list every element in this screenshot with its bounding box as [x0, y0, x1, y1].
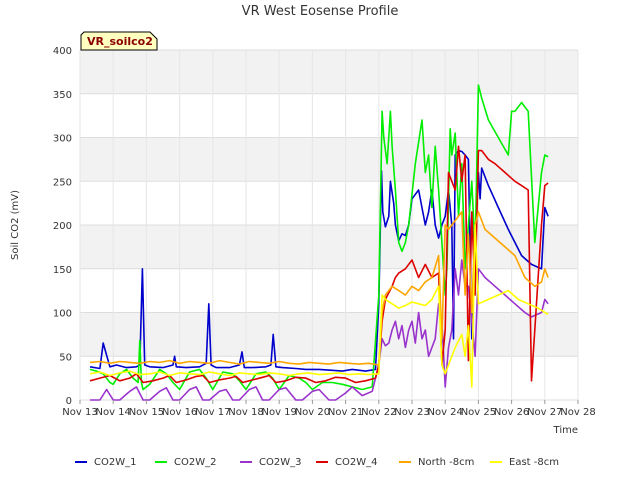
- y-tick-label: 200: [53, 221, 72, 232]
- legend-label: North -8cm: [418, 457, 474, 468]
- y-tick-label: 50: [59, 352, 72, 363]
- legend-label: CO2W_3: [259, 457, 301, 468]
- x-tick-label: Nov 24: [427, 407, 462, 418]
- x-tick-label: Nov 14: [95, 407, 130, 418]
- series-layer: [89, 84, 549, 401]
- plot-band: [80, 137, 578, 182]
- x-axis-label: Time: [553, 425, 578, 436]
- y-tick-label: 400: [53, 46, 72, 57]
- series-line-co2w-4: [89, 145, 549, 384]
- x-tick-label: Nov 20: [295, 407, 330, 418]
- plot-band: [80, 312, 578, 357]
- y-axis-ticks: 0 50 100 150 200 250 300 350 400: [53, 46, 72, 407]
- x-tick-label: Nov 16: [162, 407, 197, 418]
- y-tick-label: 350: [53, 90, 72, 101]
- plot-band: [80, 50, 578, 94]
- chart-title: VR West Eosense Profile: [242, 4, 399, 19]
- grid-lines: [79, 49, 579, 401]
- x-tick-label: Nov 19: [261, 407, 296, 418]
- legend-label: CO2W_2: [174, 457, 216, 468]
- y-axis-label: Soil CO2 (mV): [10, 190, 21, 260]
- data-tag: VR_soilco2: [80, 31, 158, 51]
- y-tick-label: 250: [53, 177, 72, 188]
- x-tick-label: Nov 21: [328, 407, 363, 418]
- x-tick-label: Nov 18: [228, 407, 263, 418]
- x-tick-label: Nov 15: [129, 407, 164, 418]
- series-line-east-8cm: [89, 224, 549, 388]
- y-tick-label: 0: [66, 396, 72, 407]
- x-tick-label: Nov 28: [560, 407, 595, 418]
- y-tick-label: 100: [53, 309, 72, 320]
- y-tick-label: 300: [53, 134, 72, 145]
- x-tick-label: Nov 26: [494, 407, 529, 418]
- legend-label: CO2W_1: [94, 457, 136, 468]
- legend-label: East -8cm: [509, 457, 559, 468]
- x-tick-label: Nov 27: [527, 407, 562, 418]
- series-line-co2w-2: [89, 84, 549, 391]
- y-tick-label: 150: [53, 265, 72, 276]
- x-tick-label: Nov 23: [394, 407, 429, 418]
- legend-label: CO2W_4: [335, 457, 377, 468]
- data-tag-box: [80, 31, 158, 51]
- legend: CO2W_1 CO2W_2 CO2W_3 CO2W_4 North -8cm East -…: [75, 457, 559, 468]
- x-tick-label: Nov 25: [461, 407, 496, 418]
- x-tick-label: Nov 17: [195, 407, 230, 418]
- plot-band: [80, 225, 578, 269]
- x-tick-label: Nov 13: [62, 407, 97, 418]
- data-tag-text: VR_soilco2: [87, 35, 153, 48]
- x-tick-label: Nov 22: [361, 407, 396, 418]
